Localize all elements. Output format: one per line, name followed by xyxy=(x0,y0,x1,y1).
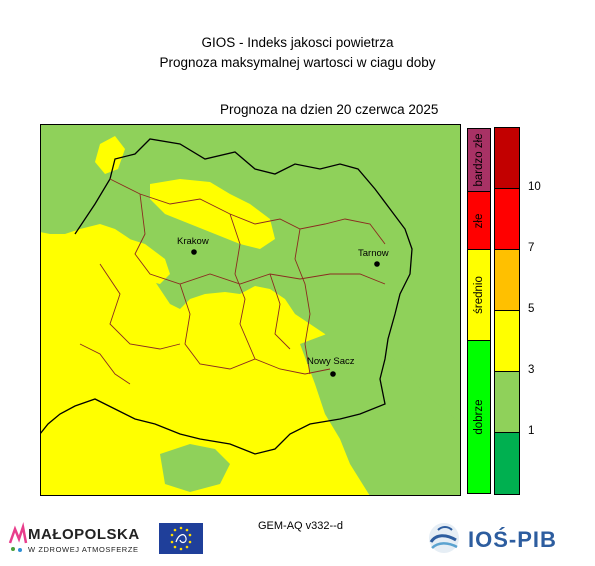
title-line-1: GIOS - Indeks jakosci powietrza xyxy=(201,35,394,50)
malopolska-emblem-icon xyxy=(8,522,28,552)
category-bad: złe xyxy=(468,192,490,250)
city-label-tarnow: Tarnow xyxy=(358,248,389,259)
malopolska-subtitle: W ZDROWEJ ATMOSFERZE xyxy=(28,545,139,554)
model-version-label: GEM-AQ v332--d xyxy=(258,520,343,532)
moderate-pocket-center xyxy=(150,179,275,249)
category-bad-label: złe xyxy=(473,213,485,228)
scale-step-3 xyxy=(495,250,519,311)
eu-stars-icon xyxy=(170,526,192,551)
category-good-label: dobrze xyxy=(473,399,485,435)
city-label-nowy-sacz: Nowy Sacz xyxy=(307,356,355,367)
scale-step-5 xyxy=(495,372,519,433)
city-label-krakow: Krakow xyxy=(177,236,209,247)
category-legend: bardzo złe złe średnio dobrze xyxy=(467,128,491,494)
category-very-bad-label: bardzo złe xyxy=(473,133,485,187)
scale-label-1: 1 xyxy=(528,425,535,437)
category-good: dobrze xyxy=(468,341,490,493)
good-area-south xyxy=(160,444,230,492)
good-area-east xyxy=(300,329,461,496)
scale-legend xyxy=(494,127,520,495)
category-moderate: średnio xyxy=(468,250,490,341)
title-line-2: Prognoza maksymalnej wartosci w ciagu do… xyxy=(159,55,436,70)
category-moderate-label: średnio xyxy=(473,276,485,314)
air-quality-map: Krakow Tarnow Nowy Sacz xyxy=(40,124,461,496)
county-borders xyxy=(79,178,386,385)
scale-step-6 xyxy=(495,433,519,494)
scale-step-4 xyxy=(495,311,519,372)
voivodeship-border xyxy=(40,138,413,455)
scale-step-2 xyxy=(495,189,519,250)
moderate-pocket-north xyxy=(95,136,125,174)
eu-life-logo xyxy=(159,523,203,554)
ios-pib-label: IOŚ-PIB xyxy=(468,527,557,552)
scale-label-7: 7 xyxy=(528,242,535,254)
ios-pib-emblem-icon xyxy=(429,523,459,553)
category-very-bad: bardzo złe xyxy=(468,129,490,192)
scale-label-3: 3 xyxy=(528,364,535,376)
forecast-date-label: Prognoza na dzien 20 czerwca 2025 xyxy=(220,102,439,117)
map-frame xyxy=(40,124,461,496)
scale-label-10: 10 xyxy=(528,181,541,193)
scale-label-5: 5 xyxy=(528,303,535,315)
city-dot-tarnow xyxy=(374,261,380,267)
moderate-pocket-krakow xyxy=(80,236,170,284)
city-dot-nowy-sacz xyxy=(330,371,336,377)
malopolska-title: MAŁOPOLSKA xyxy=(28,526,140,543)
scale-step-1 xyxy=(495,128,519,189)
city-dot-krakow xyxy=(191,249,197,255)
